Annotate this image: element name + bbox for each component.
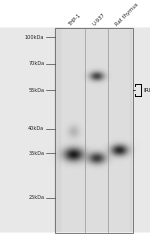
Bar <box>108 28 130 233</box>
Bar <box>62 28 85 233</box>
Text: 55kDa: 55kDa <box>28 88 44 93</box>
Text: 100kDa: 100kDa <box>25 35 44 40</box>
Text: 70kDa: 70kDa <box>28 61 44 66</box>
Text: U-937: U-937 <box>92 12 106 27</box>
Bar <box>86 28 108 233</box>
Bar <box>55 28 133 233</box>
Text: IRF5: IRF5 <box>143 88 150 93</box>
Text: 25kDa: 25kDa <box>28 195 44 200</box>
Text: 40kDa: 40kDa <box>28 127 44 131</box>
Text: THP-1: THP-1 <box>68 12 83 27</box>
Text: 35kDa: 35kDa <box>28 151 44 155</box>
Bar <box>55 28 133 233</box>
Text: Rat thymus: Rat thymus <box>114 1 139 27</box>
